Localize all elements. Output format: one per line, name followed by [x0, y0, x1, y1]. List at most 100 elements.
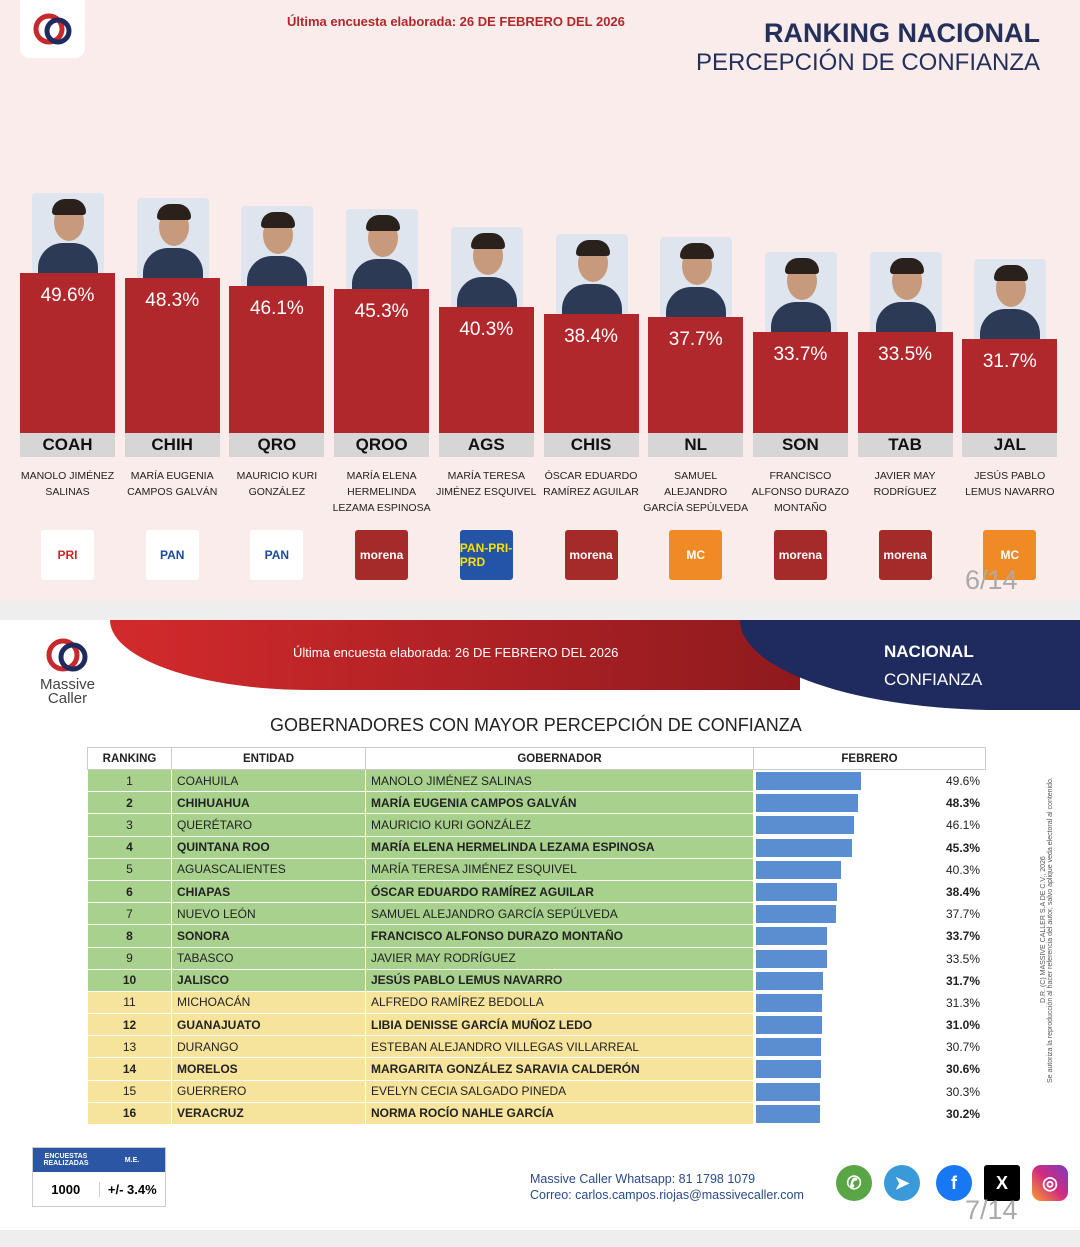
- table-row: 5 AGUASCALIENTES MARÍA TERESA JIMÉNEZ ES…: [87, 857, 986, 881]
- entity: CHIAPAS: [171, 879, 366, 904]
- party-logo: morena: [773, 530, 827, 580]
- table-title: GOBERNADORES CON MAYOR PERCEPCIÓN DE CON…: [270, 715, 802, 735]
- value: 31.7%: [945, 973, 980, 988]
- state-label: TAB: [857, 433, 953, 457]
- entity: GUERRERO: [171, 1079, 366, 1103]
- governor: SAMUEL ALEJANDRO GARCÍA SEPÚLVEDA: [365, 902, 754, 926]
- ranking-column: 45.3% QROO MARÍA ELENA HERMELINDA LEZAMA…: [333, 150, 431, 590]
- entity: SONORA: [171, 924, 366, 948]
- party-logo: PAN: [145, 530, 199, 580]
- subtitle: PERCEPCIÓN DE CONFIANZA: [695, 49, 1040, 76]
- governor: MANOLO JIMÉNEZ SALINAS: [365, 768, 754, 793]
- massive-caller-logo: [20, 0, 85, 58]
- governor: FRANCISCO ALFONSO DURAZO MONTAÑO: [365, 924, 754, 948]
- entity: NUEVO LEÓN: [171, 902, 366, 926]
- whatsapp-contact: Massive Caller Whatsapp: 81 1798 1079: [530, 1172, 756, 1186]
- value: 31.0%: [945, 1018, 980, 1033]
- value: 49.6%: [945, 774, 980, 788]
- governor-name: JAVIER MAY RODRÍGUEZ: [873, 470, 937, 498]
- ranking-panel: Última encuesta elaborada: 26 DE FEBRERO…: [0, 0, 1080, 600]
- entity: MORELOS: [171, 1057, 366, 1081]
- governor-photo: [241, 205, 314, 286]
- rank: 4: [87, 835, 172, 859]
- governor: ALFREDO RAMÍREZ BEDOLLA: [365, 990, 754, 1015]
- state-label: SON: [752, 433, 848, 457]
- nacional-label: NACIONAL: [884, 642, 974, 661]
- governor-name: JESÚS PABLO LEMUS NAVARRO: [965, 470, 1055, 498]
- entity: QUINTANA ROO: [171, 835, 366, 859]
- rank: 9: [87, 946, 172, 970]
- header-swoosh: [110, 620, 800, 690]
- state-label: CHIH: [124, 433, 220, 457]
- governor: LIBIA DENISSE GARCÍA MUÑOZ LEDO: [365, 1013, 754, 1037]
- table-row: 4 QUINTANA ROO MARÍA ELENA HERMELINDA LE…: [87, 835, 986, 859]
- ranking-table: RANKING ENTIDAD GOBERNADOR FEBRERO 1 COA…: [87, 747, 986, 1126]
- party-logo: morena: [564, 530, 618, 580]
- col-entidad: ENTIDAD: [171, 747, 366, 770]
- survey-date: Última encuesta elaborada: 26 DE FEBRERO…: [293, 645, 619, 660]
- value-bar: [756, 794, 859, 813]
- survey-date: Última encuesta elaborada: 26 DE FEBRERO…: [287, 14, 625, 29]
- facebook-icon[interactable]: f: [936, 1165, 972, 1201]
- governor-photo: [764, 251, 837, 332]
- party-logo: PRI: [41, 530, 94, 580]
- whatsapp-icon[interactable]: ✆: [836, 1165, 872, 1201]
- bar: 37.7%: [648, 316, 744, 433]
- survey-info-box: ENCUESTAS REALIZADAS M.E. 1000 +/- 3.4%: [32, 1147, 166, 1207]
- value: 37.7%: [945, 907, 980, 922]
- value: 38.4%: [945, 884, 980, 899]
- col-ranking: RANKING: [87, 747, 172, 770]
- rank: 3: [87, 813, 172, 837]
- entity: TABASCO: [171, 946, 366, 970]
- value-bar: [756, 1104, 821, 1123]
- value: 31.3%: [945, 995, 980, 1010]
- governor-photo: [450, 227, 523, 308]
- rank: 15: [87, 1079, 172, 1103]
- instagram-icon[interactable]: ◎: [1032, 1165, 1068, 1201]
- party-logo: morena: [355, 530, 409, 580]
- entity: JALISCO: [171, 968, 366, 992]
- table-row: 14 MORELOS MARGARITA GONZÁLEZ SARAVIA CA…: [87, 1057, 986, 1081]
- governor: MARÍA ELENA HERMELINDA LEZAMA ESPINOSA: [365, 835, 754, 859]
- value-bar: [756, 1060, 821, 1079]
- table-row: 15 GUERRERO EVELYN CECIA SALGADO PINEDA …: [87, 1079, 986, 1103]
- governor: NORMA ROCÍO NAHLE GARCÍA: [365, 1101, 754, 1126]
- rank: 12: [87, 1013, 172, 1037]
- bar: 46.1%: [229, 285, 325, 433]
- value: 30.6%: [945, 1062, 980, 1077]
- governor: MARGARITA GONZÁLEZ SARAVIA CALDERÓN: [365, 1057, 754, 1081]
- entity: GUANAJUATO: [171, 1013, 366, 1037]
- table-row: 1 COAHUILA MANOLO JIMÉNEZ SALINAS 49.6%: [87, 768, 986, 793]
- state-label: COAH: [20, 433, 115, 457]
- value-bar: [756, 971, 824, 990]
- value: 40.3%: [945, 862, 980, 877]
- bar: 49.6%: [20, 272, 115, 433]
- rank: 7: [87, 902, 172, 926]
- x-icon[interactable]: X: [984, 1165, 1020, 1201]
- governor-name: MARÍA TERESA JIMÉNEZ ESQUIVEL: [436, 470, 537, 498]
- governor: ÓSCAR EDUARDO RAMÍREZ AGUILAR: [365, 879, 754, 904]
- value: 33.5%: [945, 951, 980, 966]
- party-logo: MC: [983, 530, 1037, 580]
- entity: QUERÉTARO: [171, 813, 366, 837]
- rank: 1: [87, 768, 172, 793]
- rank: 14: [87, 1057, 172, 1081]
- ranking-column: 38.4% CHIS ÓSCAR EDUARDO RAMÍREZ AGUILAR…: [543, 150, 639, 590]
- table-row: 9 TABASCO JAVIER MAY RODRÍGUEZ 33.5%: [87, 946, 986, 970]
- telegram-icon[interactable]: ➤: [884, 1165, 920, 1201]
- governor: MAURICIO KURI GONZÁLEZ: [365, 813, 754, 837]
- governor: MARÍA EUGENIA CAMPOS GALVÁN: [365, 791, 754, 815]
- table-panel: Massive Caller Última encuesta elaborada…: [0, 620, 1080, 1230]
- value: 48.3%: [945, 796, 980, 811]
- rank: 2: [87, 791, 172, 815]
- governor-name: MAURICIO KURI GONZÁLEZ: [236, 470, 318, 498]
- governor-photo: [555, 234, 628, 315]
- value-bar: [756, 1016, 822, 1035]
- rank: 13: [87, 1035, 172, 1059]
- page-number: 6/14: [965, 565, 1018, 595]
- surveys-count: 1000: [51, 1181, 81, 1197]
- bar: 33.5%: [857, 332, 953, 433]
- bar: 40.3%: [438, 307, 534, 433]
- value: 45.3%: [945, 840, 980, 855]
- bar: 48.3%: [124, 277, 220, 433]
